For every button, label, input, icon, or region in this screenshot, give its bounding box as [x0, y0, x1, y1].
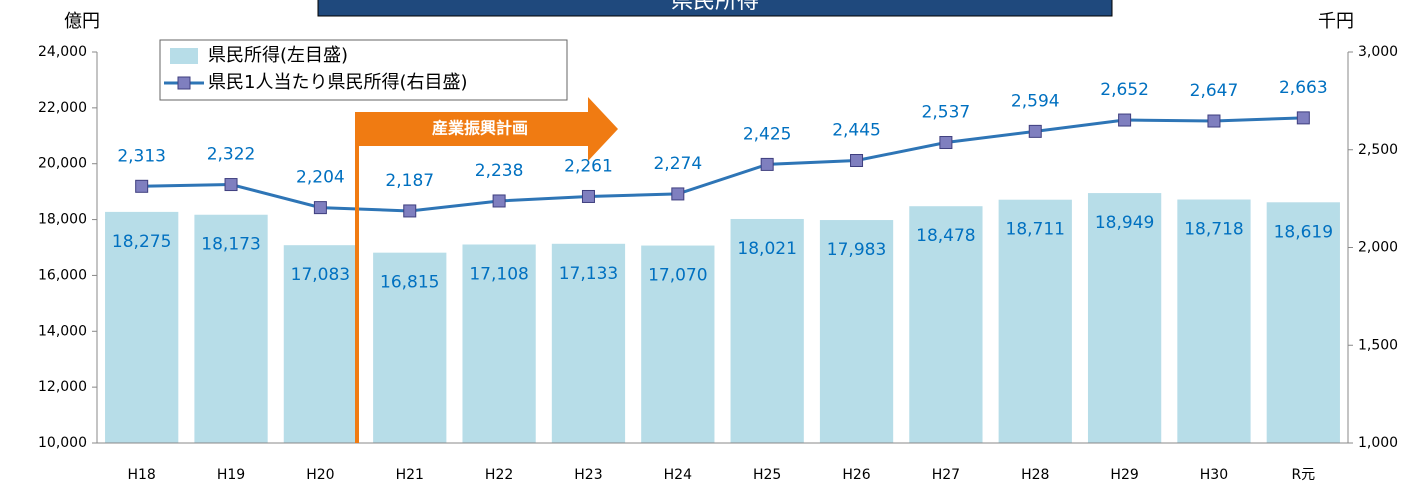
y2-tick-label: 2,500 [1358, 142, 1398, 158]
bar-value-label: 18,711 [1006, 220, 1065, 240]
x-tick-label: H25 [753, 467, 781, 483]
plan-arrow [357, 97, 618, 161]
bar [283, 245, 358, 443]
x-tick-label: H26 [842, 467, 870, 483]
line-value-label: 2,187 [385, 171, 434, 191]
y2-axis-label: 千円 [1318, 11, 1354, 32]
x-tick-label: H19 [217, 467, 245, 483]
bar-value-label: 18,021 [737, 239, 796, 259]
y-axis-label: 億円 [64, 11, 100, 32]
line-value-label: 2,261 [564, 156, 613, 176]
y2-tick-label: 1,000 [1358, 435, 1398, 451]
bar-value-label: 17,108 [469, 264, 528, 284]
bar-value-label: 18,173 [201, 235, 260, 255]
bar-value-label: 18,275 [112, 232, 171, 252]
x-tick-label: H20 [306, 467, 334, 483]
line-value-label: 2,537 [922, 103, 971, 123]
bar-value-label: 18,949 [1095, 213, 1154, 233]
bar-value-label: 18,718 [1184, 220, 1243, 240]
legend-label: 県民1人当たり県民所得(右目盛) [208, 72, 468, 93]
y2-tick-label: 3,000 [1358, 44, 1398, 60]
chart-title: 県民所得 [671, 0, 759, 14]
marker [939, 136, 953, 150]
line-value-label: 2,647 [1190, 81, 1239, 101]
bar [1087, 193, 1162, 443]
bar-value-label: 18,619 [1274, 222, 1333, 242]
bar [1177, 199, 1251, 443]
bar-value-label: 18,478 [916, 226, 975, 246]
line-value-label: 2,204 [296, 168, 345, 188]
bar [998, 199, 1072, 443]
y2-tick-label: 2,000 [1358, 240, 1398, 256]
y-tick-label: 14,000 [38, 323, 87, 339]
line [141, 116, 1304, 213]
line-value-label: 2,652 [1100, 80, 1149, 100]
legend-label: 県民所得(左目盛) [208, 45, 348, 66]
bar-value-label: 17,083 [291, 265, 350, 285]
marker [1028, 124, 1042, 138]
y-tick-label: 12,000 [38, 379, 87, 395]
y-tick-label: 24,000 [38, 44, 87, 60]
bar [819, 220, 894, 443]
y-tick-label: 22,000 [38, 100, 87, 116]
bar-value-label: 16,815 [380, 273, 439, 293]
bar [462, 244, 536, 443]
marker [671, 187, 685, 201]
bar [1266, 202, 1340, 443]
marker [1118, 113, 1132, 127]
legend: 県民所得(左目盛) 県民1人当たり県民所得(右目盛) [159, 39, 568, 101]
line-value-label: 2,274 [653, 154, 702, 174]
x-tick-label: H24 [664, 467, 692, 483]
marker [135, 179, 149, 193]
x-tick-label: H30 [1200, 467, 1228, 483]
line-value-label: 2,313 [117, 146, 166, 166]
y2-tick-label: 1,500 [1358, 337, 1398, 353]
legend-box [159, 39, 568, 101]
bar-value-label: 17,133 [559, 264, 618, 284]
legend-swatch [170, 48, 198, 64]
bar [641, 245, 715, 443]
marker [403, 204, 417, 218]
line-value-label: 2,322 [207, 145, 256, 165]
x-tick-label: H29 [1110, 467, 1138, 483]
y-tick-label: 10,000 [38, 435, 87, 451]
marker [224, 178, 238, 192]
x-tick-label: H18 [128, 467, 156, 483]
marker [760, 157, 774, 171]
marker [492, 194, 506, 208]
x-tick-label: H28 [1021, 467, 1049, 483]
y-tick-label: 18,000 [38, 212, 87, 228]
annotation: 産業振興計画 [432, 119, 528, 138]
x-tick-label: H21 [396, 467, 424, 483]
bar-value-label: 17,983 [827, 240, 886, 260]
y-tick-label: 16,000 [38, 267, 87, 283]
title-box [317, 0, 1113, 17]
x-tick-label: R元 [1291, 467, 1315, 483]
bar [373, 252, 447, 443]
y-tick-label: 20,000 [38, 156, 87, 172]
plot: 10,000 12,000 14,000 16,000 18,000 20,000 22,0… [38, 44, 1398, 483]
bar [730, 218, 804, 443]
bar [909, 206, 983, 443]
x-tick-label: H22 [485, 467, 513, 483]
line-value-label: 2,663 [1279, 78, 1328, 98]
line-value-label: 2,594 [1011, 91, 1060, 111]
line-value-label: 2,238 [475, 161, 524, 181]
marker [1296, 111, 1310, 125]
bar-value-label: 17,070 [648, 266, 707, 286]
marker [850, 154, 864, 168]
line-value-label: 2,445 [832, 121, 881, 141]
bar [105, 211, 179, 443]
bar [551, 243, 626, 443]
bar [194, 214, 268, 443]
line-value-label: 2,425 [743, 124, 792, 144]
marker [313, 201, 327, 215]
marker [1207, 114, 1221, 128]
marker [581, 189, 595, 203]
legend-marker [177, 76, 191, 90]
x-tick-label: H23 [574, 467, 602, 483]
x-tick-label: H27 [932, 467, 960, 483]
